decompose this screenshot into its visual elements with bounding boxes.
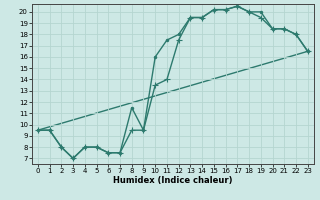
X-axis label: Humidex (Indice chaleur): Humidex (Indice chaleur) [113, 176, 233, 185]
